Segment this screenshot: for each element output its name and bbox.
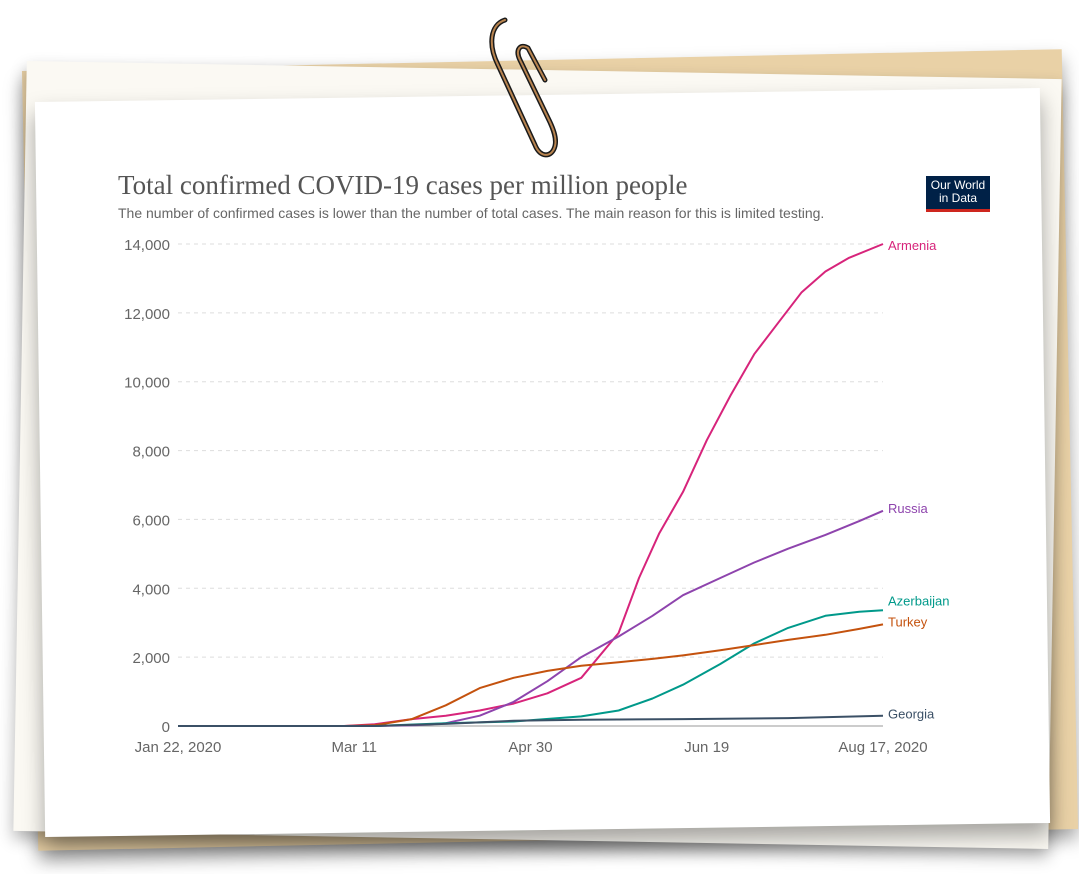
y-tick-label: 10,000 <box>124 375 170 392</box>
y-tick-label: 2,000 <box>132 650 170 667</box>
y-tick-label: 4,000 <box>132 581 170 598</box>
series-label-russia: Russia <box>888 501 929 516</box>
y-tick-label: 8,000 <box>132 444 170 461</box>
series-label-georgia: Georgia <box>888 707 935 722</box>
x-tick-label: Jan 22, 2020 <box>135 739 222 756</box>
x-tick-label: Apr 30 <box>508 739 552 756</box>
series-line-turkey <box>178 623 884 727</box>
x-tick-label: Aug 17, 2020 <box>838 739 927 756</box>
y-tick-label: 6,000 <box>132 512 170 529</box>
logo-line-1: Our World <box>930 178 986 192</box>
y-axis-ticks: 0 2,000 4,000 6,000 8,000 10,000 12,000 14,000 <box>124 237 170 736</box>
series-lines <box>178 243 884 727</box>
series-label-armenia: Armenia <box>888 238 937 253</box>
x-tick-label: Mar 11 <box>331 739 377 756</box>
series-labels: Armenia Russia Azerbaijan Turkey Georgia <box>888 238 949 722</box>
series-line-armenia <box>178 243 884 727</box>
logo-line-2: in Data <box>938 191 978 205</box>
series-label-turkey: Turkey <box>888 614 928 629</box>
owid-logo[interactable]: Our World in Data <box>926 176 990 212</box>
y-tick-label: 14,000 <box>124 237 170 254</box>
series-line-georgia <box>178 714 884 727</box>
chart-subtitle: The number of confirmed cases is lower t… <box>118 205 825 221</box>
chart-title: Total confirmed COVID-19 cases per milli… <box>118 170 688 200</box>
x-axis-ticks: Jan 22, 2020 Mar 11 Apr 30 Jun 19 Aug 17, 20… <box>135 739 928 756</box>
x-tick-label: Jun 19 <box>684 739 729 756</box>
y-tick-label: 0 <box>162 719 170 736</box>
grid-lines <box>178 243 883 727</box>
series-label-azerbaijan: Azerbaijan <box>888 593 949 608</box>
y-tick-label: 12,000 <box>124 306 170 323</box>
